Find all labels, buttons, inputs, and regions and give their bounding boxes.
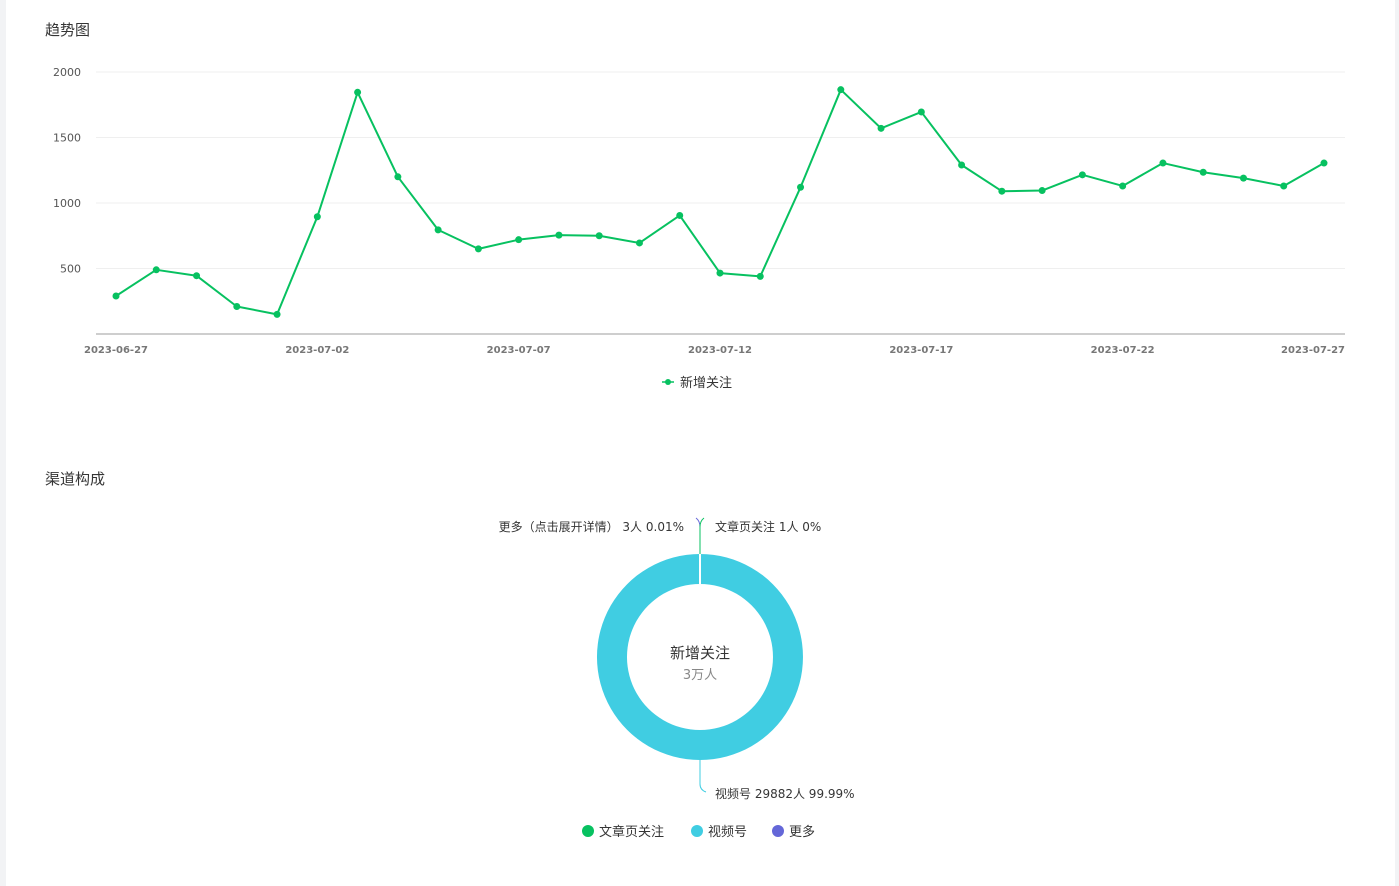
- data-point: [595, 232, 603, 240]
- analytics-panel: 趋势图 渠道构成 2000 1500 1000 500 2023-06-27 2023-0…: [6, 0, 1395, 886]
- data-point: [1119, 182, 1127, 190]
- legend-dot-icon[interactable]: [772, 825, 784, 837]
- y-tick-label: 2000: [53, 66, 81, 79]
- data-point: [354, 88, 362, 96]
- data-point: [474, 245, 482, 253]
- data-point: [676, 211, 684, 219]
- data-point: [1280, 182, 1288, 190]
- data-point: [313, 213, 321, 221]
- data-point: [756, 272, 764, 280]
- data-point: [233, 302, 241, 310]
- data-point: [917, 108, 925, 116]
- slice-label-video: 视频号 29882人 99.99%: [715, 786, 855, 801]
- slice-label-more[interactable]: 更多（点击展开详情） 3人 0.01%: [499, 519, 684, 534]
- data-point: [515, 236, 523, 244]
- data-point: [797, 183, 805, 191]
- data-point: [877, 124, 885, 132]
- legend-dot-icon: [665, 379, 671, 385]
- data-point: [273, 310, 281, 318]
- data-point: [434, 226, 442, 234]
- data-point: [394, 173, 402, 181]
- y-tick-label: 500: [60, 263, 81, 276]
- slice-label-article: 文章页关注 1人 0%: [715, 519, 821, 534]
- y-tick-label: 1500: [53, 132, 81, 145]
- x-tick-label: 2023-06-27: [84, 345, 148, 356]
- trend-section-title: 趋势图: [45, 21, 91, 39]
- data-point: [635, 239, 643, 247]
- data-point: [1320, 159, 1328, 167]
- data-point: [1199, 168, 1207, 176]
- data-point: [1038, 187, 1046, 195]
- channel-donut-chart: 更多（点击展开详情） 3人 0.01% 文章页关注 1人 0% 视频号 29882人…: [499, 517, 855, 840]
- legend-label[interactable]: 视频号: [708, 825, 747, 840]
- data-point: [1159, 159, 1167, 167]
- data-point: [152, 266, 160, 274]
- donut-center-title: 新增关注: [670, 644, 730, 662]
- leader-line-video: [699, 760, 707, 793]
- trend-line-chart: 2000 1500 1000 500 2023-06-27 2023-07-02 2023-…: [53, 66, 1345, 391]
- data-point: [837, 86, 845, 94]
- donut-center-subtitle: 3万人: [683, 668, 717, 683]
- x-tick-label: 2023-07-12: [688, 345, 752, 356]
- data-point: [998, 187, 1006, 195]
- legend-label[interactable]: 新增关注: [680, 375, 732, 391]
- legend-dot-icon[interactable]: [582, 825, 594, 837]
- x-tick-label: 2023-07-22: [1091, 345, 1155, 356]
- x-tick-label: 2023-07-17: [889, 345, 953, 356]
- x-tick-label: 2023-07-02: [285, 345, 349, 356]
- data-point: [193, 272, 201, 280]
- y-tick-label: 1000: [53, 197, 81, 210]
- legend-label[interactable]: 更多: [789, 824, 815, 840]
- channel-section-title: 渠道构成: [45, 470, 106, 488]
- x-tick-label: 2023-07-27: [1281, 345, 1345, 356]
- data-point: [1239, 174, 1247, 182]
- data-point: [555, 231, 563, 239]
- leader-line-article: [699, 517, 705, 554]
- legend-label[interactable]: 文章页关注: [599, 824, 664, 840]
- data-point: [958, 161, 966, 169]
- x-tick-label: 2023-07-07: [487, 345, 551, 356]
- data-point: [112, 292, 120, 300]
- legend-dot-icon[interactable]: [691, 825, 703, 837]
- data-point: [716, 269, 724, 277]
- leader-line-more: [695, 517, 701, 554]
- data-point: [1078, 171, 1086, 179]
